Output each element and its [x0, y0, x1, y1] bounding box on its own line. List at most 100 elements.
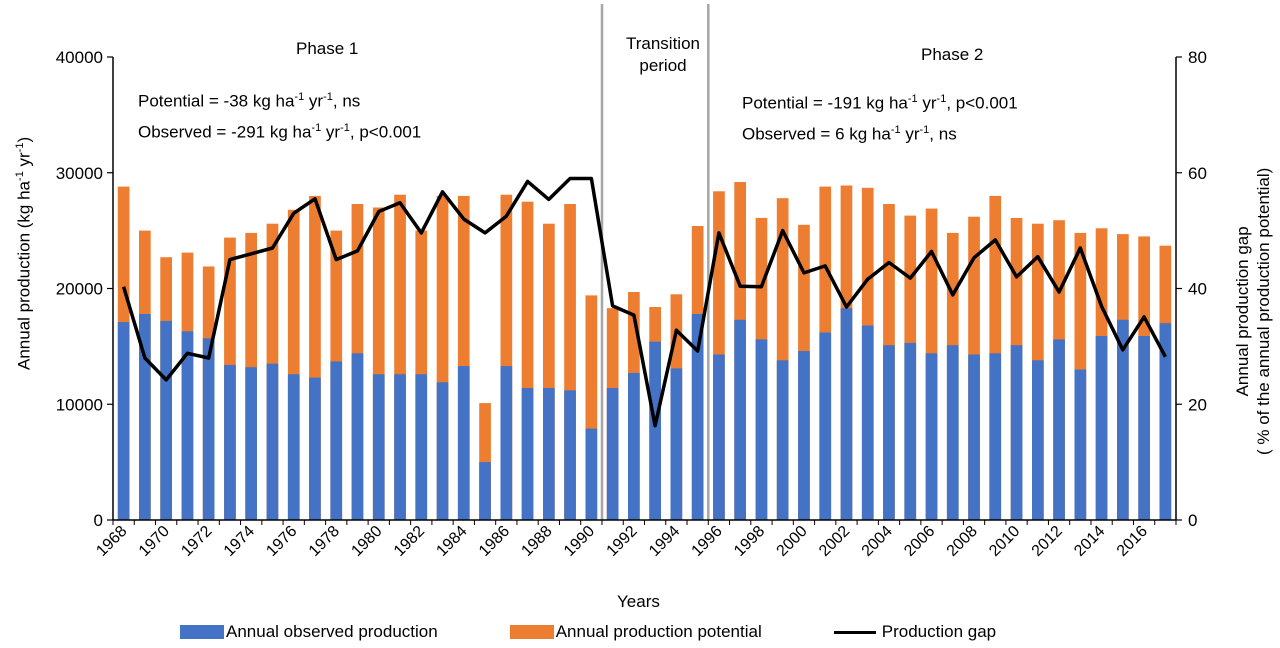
y2-tick-label-20: 20 — [1188, 395, 1207, 414]
y2-tick-label-40: 40 — [1188, 280, 1207, 299]
bar-observed-2002 — [840, 308, 853, 520]
transition-line1: Transition — [625, 34, 700, 53]
x-tick-label-1984: 1984 — [433, 523, 470, 560]
bar-observed-2000 — [798, 351, 810, 520]
bar-observed-1979 — [351, 353, 364, 520]
bar-observed-2008 — [968, 354, 980, 520]
y-tick-label-40000: 40000 — [56, 48, 103, 67]
legend-label-potential: Annual production potential — [555, 622, 762, 641]
phase1-observed: Observed = -291 kg ha-1 yr-1, p<0.001 — [138, 121, 422, 142]
y-axis-title-sup2: -1 — [14, 142, 26, 153]
x-tick-label-1988: 1988 — [518, 523, 555, 560]
bar-observed-2013 — [1074, 369, 1087, 520]
bar-potential-1986 — [500, 194, 513, 520]
y2-axis-title: Annual production gap ( % of the annual … — [1232, 168, 1274, 455]
bar-observed-2009 — [989, 353, 1002, 520]
bar-potential-1977 — [309, 195, 321, 520]
bar-observed-1974 — [245, 367, 257, 520]
bar-observed-2012 — [1053, 339, 1065, 520]
legend-item-potential: Annual production potential — [509, 622, 762, 642]
bar-observed-1973 — [224, 364, 236, 520]
bar-observed-1990 — [585, 428, 598, 520]
phase1-potential: Potential = -38 kg ha-1 yr-1, ns — [138, 91, 361, 111]
bar-observed-1999 — [776, 360, 789, 520]
x-tick-label-1970: 1970 — [136, 523, 173, 560]
legend-label-observed: Annual observed production — [226, 622, 438, 641]
y-tick-label-30000: 30000 — [56, 164, 103, 183]
bar-observed-1997 — [734, 319, 746, 520]
x-tick-label-1998: 1998 — [731, 523, 768, 560]
bar-observed-2014 — [1095, 336, 1108, 520]
bar-observed-1987 — [521, 388, 534, 520]
y2-tick-label-60: 60 — [1188, 164, 1207, 183]
x-tick-label-1996: 1996 — [689, 523, 726, 560]
bar-observed-1995 — [691, 314, 704, 520]
bar-observed-1971 — [181, 331, 194, 520]
bar-observed-1972 — [202, 338, 215, 520]
bar-observed-1991 — [606, 388, 619, 520]
bar-potential-1990 — [585, 295, 598, 520]
y-axis-title: Annual production (kg ha-1 yr-1) — [14, 137, 35, 370]
y-tick-label-10000: 10000 — [56, 395, 103, 414]
y2-axis-title-line2: ( % of the annual production potential) — [1254, 167, 1273, 455]
x-tick-label-2004: 2004 — [859, 523, 896, 560]
bar-observed-2015 — [1117, 319, 1129, 520]
bar-potential-1983 — [436, 195, 449, 520]
x-tick-label-1978: 1978 — [306, 523, 343, 560]
bar-observed-1983 — [436, 382, 449, 520]
bar-observed-1978 — [330, 361, 343, 520]
bar-observed-1982 — [415, 374, 428, 520]
y-axis-title-pre: Annual production (kg ha — [14, 180, 34, 370]
x-tick-label-2016: 2016 — [1114, 523, 1151, 560]
x-tick-label-1994: 1994 — [646, 523, 683, 560]
phase2-observed: Observed = 6 kg ha-1 yr-1, ns — [742, 123, 957, 144]
x-tick-label-2006: 2006 — [901, 523, 938, 560]
phase2-title: Phase 2 — [921, 45, 984, 64]
period-dividers — [600, 4, 710, 520]
bar-observed-1988 — [543, 388, 555, 520]
bar-observed-2017 — [1159, 323, 1172, 520]
bar-observed-2010 — [1010, 345, 1023, 520]
bar-potential-1987 — [521, 201, 534, 520]
bar-potential-1980 — [372, 207, 385, 520]
legend: Annual observed production Annual produc… — [180, 622, 1068, 642]
bar-observed-2006 — [925, 353, 938, 520]
x-tick-label-2014: 2014 — [1071, 523, 1108, 560]
bar-observed-1970 — [160, 320, 172, 520]
y-axis-title-mid: yr — [14, 152, 34, 172]
x-tick-label-1972: 1972 — [178, 523, 215, 560]
y-axis-title-post: ) — [14, 136, 34, 143]
transition-title: Transition period — [613, 33, 713, 77]
gap-line-layer — [121, 176, 1167, 428]
phase1-stats: Potential = -38 kg ha-1 yr-1, ns Observe… — [138, 84, 421, 145]
x-tick-label-2010: 2010 — [986, 523, 1023, 560]
bar-observed-2004 — [883, 345, 895, 520]
bar-observed-2003 — [861, 325, 874, 520]
bar-potential-1981 — [394, 194, 406, 520]
x-axis-title: Years — [617, 592, 660, 611]
transition-line2: period — [639, 56, 687, 75]
y2-tick-label-80: 80 — [1188, 48, 1207, 67]
x-tick-label-1992: 1992 — [604, 523, 641, 560]
bar-observed-1977 — [309, 377, 321, 520]
legend-item-observed: Annual observed production — [180, 622, 438, 642]
x-tick-label-2012: 2012 — [1029, 523, 1066, 560]
bar-potential-1985 — [479, 403, 491, 520]
bar-observed-1996 — [713, 354, 725, 520]
x-tick-label-1976: 1976 — [263, 523, 300, 560]
bar-observed-1980 — [372, 374, 385, 520]
bar-observed-1985 — [479, 462, 491, 520]
bar-observed-2011 — [1032, 360, 1044, 520]
bar-observed-1989 — [564, 390, 576, 520]
legend-swatch-observed — [180, 625, 224, 639]
bar-observed-2007 — [946, 345, 959, 520]
bar-observed-1998 — [755, 339, 768, 520]
legend-label-gap: Production gap — [881, 622, 997, 641]
bar-observed-1984 — [457, 366, 470, 520]
x-tick-label-1986: 1986 — [476, 523, 513, 560]
x-tick-label-1990: 1990 — [561, 523, 598, 560]
phase2-potential: Potential = -191 kg ha-1 yr-1, p<0.001 — [742, 93, 1018, 113]
bar-observed-1994 — [670, 368, 683, 520]
production-gap-line — [121, 176, 1167, 428]
